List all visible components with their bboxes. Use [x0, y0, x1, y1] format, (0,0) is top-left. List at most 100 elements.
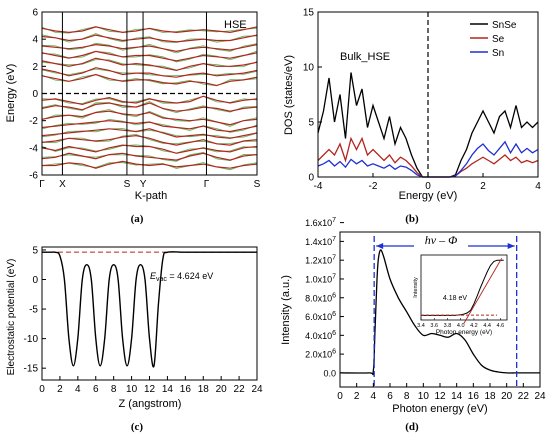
y-tick-label: 4: [32, 35, 38, 46]
y-tick-label: 1.2x107: [305, 255, 336, 266]
y-tick-exponent: 7: [332, 273, 336, 280]
y-tick-label: 1.0x107: [305, 273, 336, 284]
y-tick-label: -10: [24, 334, 39, 345]
x-tick-label: 0: [337, 391, 343, 402]
evac-subscript: vac: [156, 276, 167, 283]
inset-plot: 3.4 3.6 3.8 4.0 4.2 4.4 4.6 Photon energy (eV) I…: [413, 254, 508, 336]
y-tick-label: 2.0x106: [305, 349, 336, 360]
x-tick-label: 6: [93, 384, 99, 395]
y-tick-label: -2: [29, 116, 38, 127]
y-tick-label: -4: [29, 143, 38, 154]
y-tick-mantissa: 0.0: [323, 368, 336, 378]
hse-band-line: [41, 152, 258, 161]
y-tick-exponent: 7: [332, 217, 336, 224]
dft-band-line: [41, 100, 258, 114]
x-tick-label: 12: [144, 384, 156, 395]
y-tick-mantissa: 1.6x10: [305, 218, 332, 228]
y-tick-label: 0.0: [323, 368, 336, 378]
y-axis-label: Electrostatic potential (eV): [6, 259, 17, 376]
y-tick-label: 5: [308, 118, 314, 129]
hse-band-line: [41, 110, 258, 126]
y-tick-label: -5: [29, 305, 38, 316]
y-tick-label: 10: [303, 63, 315, 74]
y-tick-mantissa: 4.0x10: [305, 331, 332, 341]
y-tick-label: -15: [24, 364, 39, 375]
y-axis-label: Energy (eV): [5, 64, 17, 123]
annotation-background: [414, 234, 468, 248]
y-tick-exponent: 6: [332, 330, 336, 337]
hse-band-line: [41, 120, 258, 133]
arrow-head-right: [507, 243, 515, 249]
inset-x-tick-label: 4.6: [497, 323, 505, 329]
x-tick-label: 14: [451, 391, 463, 402]
inset-y-axis-label: Intensity: [413, 277, 419, 298]
inset-x-tick-label: 4.2: [470, 323, 478, 329]
band-lines: [41, 26, 258, 171]
x-tick-label: 2: [480, 181, 486, 192]
hse-band-line: [41, 50, 258, 62]
x-tick-label: 8: [111, 384, 117, 395]
x-tick-label: 24: [251, 384, 263, 395]
legend-label: Se: [492, 34, 505, 45]
x-tick-label: 10: [418, 391, 430, 402]
hse-band-line: [41, 26, 258, 34]
x-tick-label: 24: [534, 391, 546, 402]
dft-band-line: [41, 128, 258, 139]
kpoint-label: S: [254, 179, 261, 190]
hse-band-line: [41, 43, 258, 53]
x-tick-label: 18: [484, 391, 496, 402]
hse-band-line: [41, 134, 258, 146]
dft-band-line: [41, 42, 258, 54]
y-tick-label: 0: [308, 173, 314, 184]
inset-threshold-label: 4.18 eV: [443, 295, 467, 302]
inset-x-axis-label: Photon energy (eV): [436, 329, 492, 336]
inset-x-tick-label: 3.4: [417, 323, 425, 329]
inset-x-tick-label: 4.0: [457, 323, 465, 329]
y-tick-label: 5: [32, 245, 38, 256]
panel-label: (a): [131, 213, 144, 225]
x-tick-label: 0: [39, 384, 45, 395]
y-tick-mantissa: 6.0x10: [305, 312, 332, 322]
hse-band-line: [41, 67, 258, 78]
x-axis-label: Z (angstrom): [119, 398, 182, 410]
panel-label: (d): [405, 421, 419, 433]
y-tick-label: 1.4x107: [305, 236, 336, 247]
axes: 0 2 4 6 8 10 12 14 16 18 20 22 24-15-10-505: [24, 245, 263, 395]
work-function-arrow: [376, 234, 515, 249]
panel-label: (c): [131, 421, 144, 433]
potential-lines: [41, 251, 257, 368]
spectrum-line: [339, 249, 540, 376]
y-tick-label: 4.0x106: [305, 330, 336, 341]
axes: 0 2 4 6 8 10 12 14 16 18 20 22 240.02.0x1064.0x1066.…: [305, 217, 546, 402]
y-tick-mantissa: 2.0x10: [305, 350, 332, 360]
x-tick-label: 8: [404, 391, 410, 402]
inset-x-tick-label: 3.8: [444, 323, 452, 329]
x-tick-label: 18: [198, 384, 210, 395]
panel-c-electrostatic-potential: 0 2 4 6 8 10 12 14 16 18 20 22 24-15-10-505 Evac = 4…: [6, 245, 263, 433]
legend-label: Sn: [492, 48, 504, 59]
y-tick-label: 8.0x106: [305, 292, 336, 303]
y-tick-label: -6: [29, 171, 38, 182]
legend: SnSe Se Sn: [470, 20, 517, 59]
x-tick-label: 12: [434, 391, 446, 402]
y-tick-mantissa: 1.4x10: [305, 237, 332, 247]
x-tick-label: 20: [216, 384, 228, 395]
y-tick-label: 6: [32, 8, 38, 19]
hse-band-line: [41, 102, 258, 112]
axes: -4 -2 0 2 4 0 5 10 15: [303, 8, 541, 193]
y-tick-exponent: 6: [332, 311, 336, 318]
x-tick-label: 10: [126, 384, 138, 395]
x-tick-label: 4: [535, 181, 541, 192]
x-tick-label: -2: [369, 181, 378, 192]
x-axis-label: Energy (eV): [399, 190, 458, 202]
y-axis-label: Intensity (a.u.): [280, 275, 292, 345]
x-tick-label: 6: [387, 391, 393, 402]
y-tick-exponent: 7: [332, 236, 336, 243]
y-tick-exponent: 6: [332, 292, 336, 299]
evac-value: = 4.624 eV: [167, 271, 213, 281]
y-tick-label: 6.0x106: [305, 311, 336, 322]
hse-band-line: [41, 57, 258, 72]
